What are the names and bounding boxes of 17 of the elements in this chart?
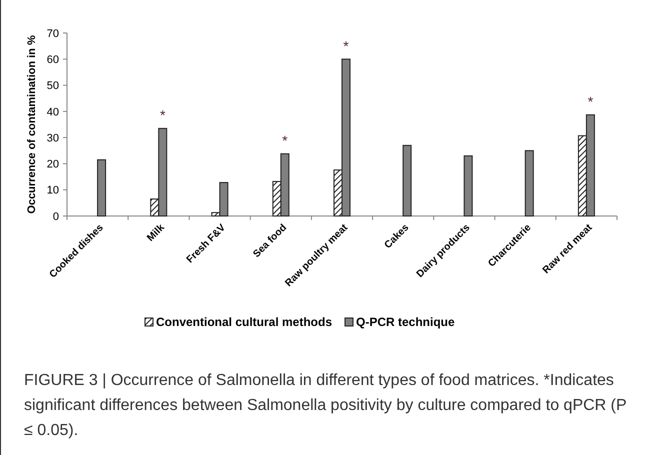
y-tick-label: 10 bbox=[46, 184, 59, 197]
y-tick-label: 40 bbox=[46, 106, 59, 118]
y-tick-label: 60 bbox=[46, 54, 59, 66]
y-tick-label: 30 bbox=[46, 132, 59, 144]
annotation: * bbox=[160, 107, 166, 124]
annotation: * bbox=[343, 38, 350, 54]
x-tick-label: Milk bbox=[145, 222, 168, 244]
y-tick-label: 70 bbox=[46, 28, 59, 40]
annotation: * bbox=[282, 132, 288, 149]
y-axis-title: Occurrence of contamination in % bbox=[26, 35, 38, 214]
y-tick-label: 50 bbox=[46, 80, 59, 92]
caption: FIGURE 3 | Occurrence of Salmonella in different types of food matrices. *Indicates significant differences between Salmonella positivity by culture compared to qPCR (P ≤ 0.05). bbox=[24, 371, 628, 441]
legend-label: Q-PCR technique bbox=[356, 315, 455, 329]
y-tick-label: 20 bbox=[46, 158, 59, 171]
legend-label: Conventional cultural methods bbox=[156, 315, 332, 329]
y-tick-label: 0 bbox=[52, 210, 59, 223]
annotation: * bbox=[588, 94, 594, 110]
